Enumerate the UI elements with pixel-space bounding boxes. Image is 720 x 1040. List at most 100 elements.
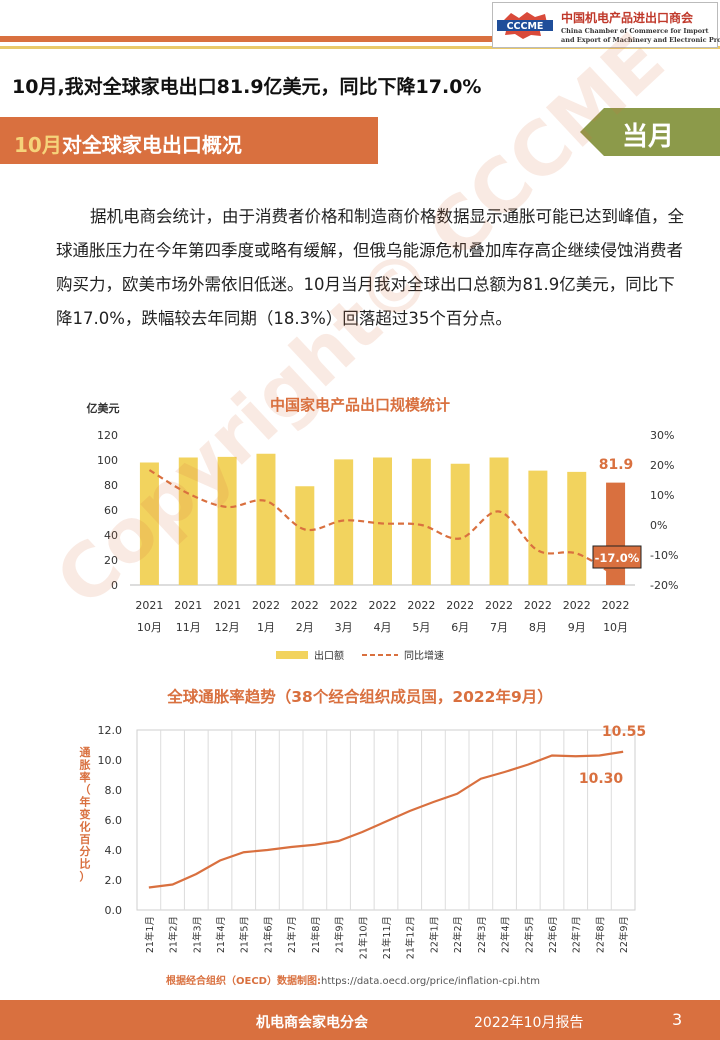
last-growth-label-box [592,545,642,569]
x-tick-year: 2021 [135,599,163,612]
inflation-x-tick: 21年1月 [144,916,156,953]
inflation-y-tick: 12.0 [98,724,123,737]
logo-text: CCCME [507,21,544,32]
source-url[interactable]: https://data.oecd.org/price/inflation-cp… [320,976,540,987]
inflation-x-tick: 22年3月 [476,916,488,953]
inflation-y-tick: 6.0 [105,814,123,827]
export-chart-ylabel: 亿美元 [87,401,120,415]
export-chart: 中国家电产品出口规模统计 亿美元 2021 10月 2021 11月 2021 12月 20… [87,396,679,662]
inflation-ylabel-char: 化 [80,819,91,833]
summary-paragraph: 据机电商会统计，由于消费者价格和制造商价格数据显示通胀可能已达到峰值，全球通胀压… [56,200,688,336]
y-tick-label: 0 [111,579,118,592]
export-bar [528,470,548,585]
x-tick-month: 1月 [257,621,275,634]
inflation-ylabel-char: 变 [80,807,91,821]
last-growth-label: -17.0% [595,551,640,565]
x-tick-month: 3月 [335,621,353,634]
export-chart-legend: 出口额 同比增速 [276,649,444,662]
footer-bar [0,1000,720,1040]
inflation-x-tick: 21年5月 [239,916,251,953]
export-bar [334,459,354,585]
period-tag: 当月 [622,122,675,152]
inflation-x-tick: 22年9月 [618,916,630,953]
cccme-logo-icon: CCCME [497,12,553,39]
footer-page-number: 3 [672,1010,683,1029]
x-tick-month: 7月 [490,621,508,634]
export-bar [178,457,198,585]
inflation-x-tick: 21年3月 [191,916,203,953]
export-bar [411,458,431,585]
inflation-x-tick: 21年11月 [381,916,393,959]
section-title-bar [0,117,378,164]
export-bar [217,456,237,585]
inflation-y-tick: 8.0 [105,784,123,797]
legend-label-growth: 同比增速 [404,649,444,662]
section-title-rest: 对全球家电出口概况 [61,133,242,157]
inflation-x-tick: 21年7月 [286,916,298,953]
x-tick-month: 2月 [296,621,314,634]
x-tick-year: 2022 [330,599,358,612]
y-tick-label: 40 [104,529,118,542]
export-bar [139,462,159,585]
header-thin-line [0,46,720,49]
source-label: 根据经合组织（OECD）数据制图: [166,976,321,987]
legend-label-export: 出口额 [314,649,344,662]
x-tick-year: 2022 [524,599,552,612]
inflation-x-tick: 21年6月 [262,916,274,953]
x-tick-month: 5月 [412,621,430,634]
y2-tick-label: 30% [650,429,674,442]
inflation-ylabel-char: 率 [80,770,91,784]
export-bar [373,457,392,585]
x-tick-year: 2022 [252,599,280,612]
inflation-x-tick: 22年1月 [428,916,440,953]
inflation-x-tick: 22年5月 [523,916,535,953]
y-tick-label: 100 [97,454,118,467]
x-tick-year: 2021 [174,599,202,612]
inflation-ylabel-char: ） [80,870,91,883]
x-tick-month: 10月 [603,621,628,634]
export-bar [450,463,470,585]
period-tag-shape [580,108,720,156]
inflation-x-tick: 22年8月 [594,916,606,953]
y-tick-label: 20 [104,554,118,567]
inflation-x-tick: 22年4月 [500,916,512,953]
inflation-chart-title: 全球通胀率趋势（38个经合组织成员国，2022年9月） [166,687,553,706]
section-title-highlight: 10月 [14,133,62,157]
inflation-x-tick: 21年12月 [405,916,417,959]
footer-report-date: 2022年10月报告 [474,1015,584,1031]
x-tick-month: 8月 [529,621,547,634]
inflation-ylabel-char: 百 [80,833,91,846]
org-logo-block: CCCME 中国机电产品进出口商会 China Chamber of Comme… [492,2,720,48]
inflation-x-tick: 21年2月 [168,916,180,953]
inflation-y-tick: 0.0 [105,904,123,917]
org-name-en-line1: China Chamber of Commerce for Import [561,27,709,35]
last-bar-label: 81.9 [599,457,634,473]
inflation-x-tick: 22年6月 [547,916,559,953]
inflation-ylabel-char: 比 [80,857,91,871]
inflation-x-tick: 21年8月 [310,916,322,953]
export-bar [606,482,626,585]
section-title: 10月对全球家电出口概况 [14,129,242,158]
x-tick-year: 2022 [602,599,630,612]
x-tick-month: 4月 [374,621,392,634]
y-tick-label: 120 [97,429,118,442]
export-bar [256,453,276,585]
inflation-ylabel-char: 分 [80,844,91,858]
footer-department: 机电商会家电分会 [256,1015,368,1031]
export-bar [567,471,587,585]
x-tick-month: 11月 [176,621,201,634]
data-source-note: 根据经合组织（OECD）数据制图:https://data.oecd.org/p… [166,972,540,987]
inflation-chart: 全球通胀率趋势（38个经合组织成员国，2022年9月） 0.0 2.0 4.0 6.0… [80,687,647,959]
inflation-x-tick: 22年2月 [452,916,464,953]
y2-tick-label: -10% [650,549,678,562]
y2-tick-label: -20% [650,579,678,592]
x-tick-year: 2022 [407,599,435,612]
y2-tick-label: 20% [650,459,674,472]
x-tick-year: 2022 [446,599,474,612]
inflation-last-label: 10.55 [602,724,646,740]
summary-text: 据机电商会统计，由于消费者价格和制造商价格数据显示通胀可能已达到峰值，全球通胀压… [56,207,684,328]
export-chart-title: 中国家电产品出口规模统计 [270,396,450,414]
growth-line [148,469,617,577]
x-tick-year: 2022 [563,599,591,612]
org-name-en-line2: and Export of Machinery and Electronic P… [561,36,720,44]
